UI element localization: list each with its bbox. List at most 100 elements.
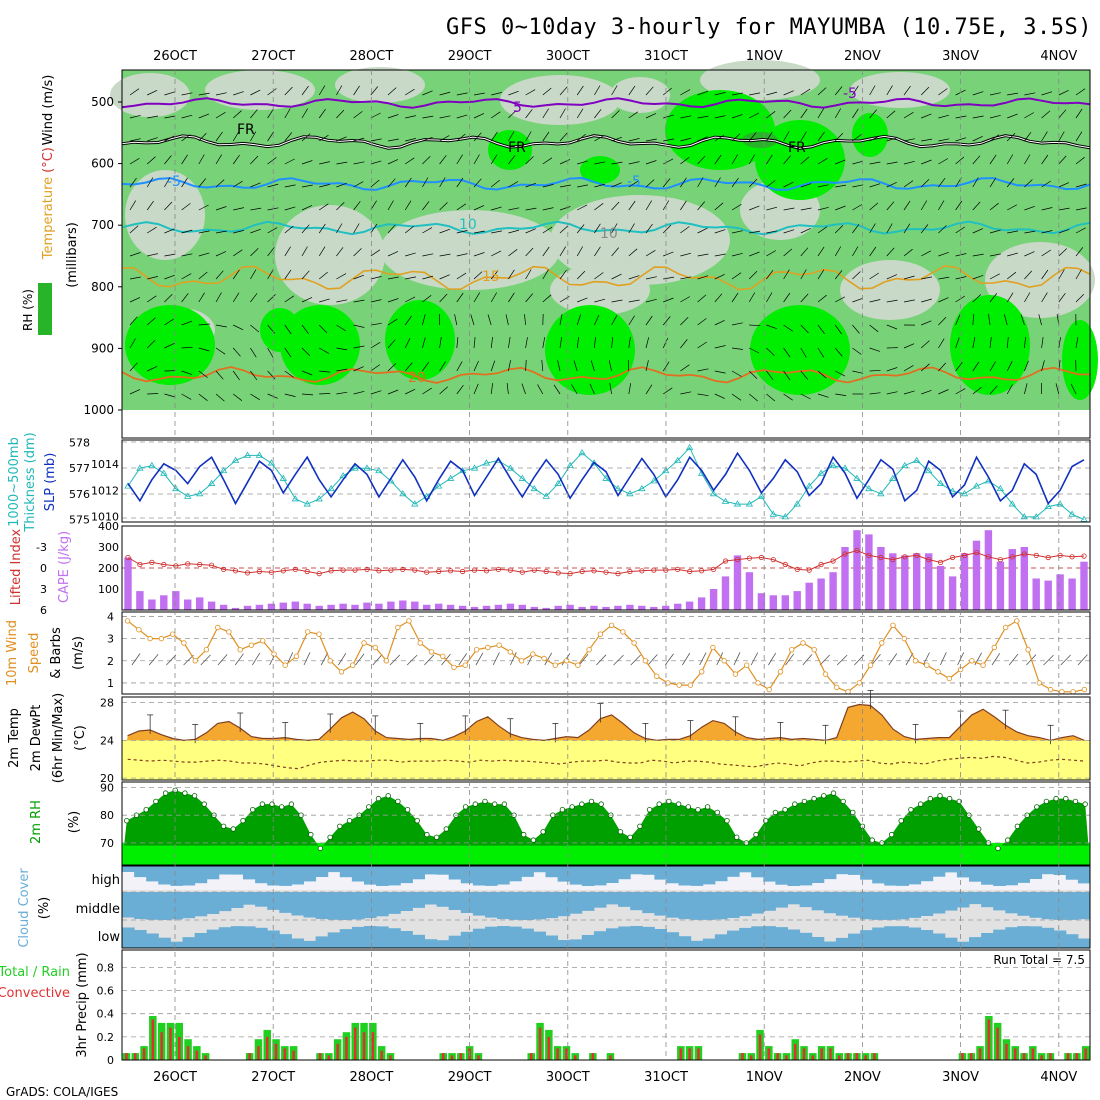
wind-barb xyxy=(370,160,382,165)
wind-barb xyxy=(508,249,518,257)
lifted-index-point xyxy=(125,554,131,561)
lifted-index-point xyxy=(722,558,729,564)
thickness-point xyxy=(996,484,1005,492)
cloud-middle-bar xyxy=(424,892,438,905)
cape-ytick: 200 xyxy=(98,562,119,575)
wind-barb xyxy=(1075,131,1083,142)
rh2m-point xyxy=(143,807,149,813)
wind-barb xyxy=(439,155,447,165)
cape-bar xyxy=(542,607,550,610)
cloud-high-bar xyxy=(1053,866,1067,875)
wind10-point xyxy=(169,631,176,637)
precip-label-total: Total / Rain xyxy=(0,965,70,980)
wind-barb xyxy=(594,183,606,188)
wind-barb xyxy=(628,383,632,395)
wind-barb xyxy=(645,315,653,326)
cloud-low-bar xyxy=(787,929,801,948)
cape-bar xyxy=(972,540,981,610)
rh2m-point xyxy=(521,831,527,838)
cloud-middle-bar xyxy=(412,892,425,908)
wind-barb xyxy=(577,297,588,303)
thickness-point xyxy=(709,490,718,497)
thickness-point xyxy=(793,500,801,507)
wind-barb xyxy=(938,138,950,142)
temp2m-label-1: 2m Temp xyxy=(7,708,22,768)
rh2m-point xyxy=(346,818,353,824)
wind-barb xyxy=(319,393,331,395)
rh2m-point xyxy=(404,807,411,813)
cloud-middle-bar xyxy=(557,892,571,917)
wind10-barb xyxy=(234,653,244,666)
profile-ytick: 800 xyxy=(91,280,114,294)
contour-label: 10 xyxy=(459,217,477,233)
wind10-point xyxy=(1036,680,1042,686)
wind-barb xyxy=(267,227,278,234)
wind-barb xyxy=(336,161,348,165)
wind-barb xyxy=(955,137,967,142)
wind-barb xyxy=(697,294,707,303)
below-surface-mask xyxy=(122,410,1090,438)
wind-barb xyxy=(988,314,991,326)
precip-convective-bar xyxy=(794,1043,797,1060)
rh2m-ytick: 80 xyxy=(100,809,114,822)
lifted-index-point xyxy=(830,558,836,564)
wind-barb xyxy=(903,299,915,303)
wind-barb xyxy=(903,343,915,349)
cape-bar xyxy=(506,603,515,610)
wind-barb xyxy=(473,132,482,142)
cloud-high-bar xyxy=(642,866,655,875)
wind-barb xyxy=(301,324,309,335)
cloud-low-bar xyxy=(702,938,716,948)
wind-barb xyxy=(571,384,578,395)
wind-barb xyxy=(284,132,293,142)
wind-barb xyxy=(680,115,692,119)
wind-barb xyxy=(800,156,810,165)
cape-bar xyxy=(578,606,586,610)
wind-barb xyxy=(577,184,589,188)
wind-barb xyxy=(834,324,842,335)
precip-convective-bar xyxy=(195,1050,199,1060)
wind-barb xyxy=(869,299,881,303)
lifted-index-point xyxy=(495,566,501,573)
wind-barb xyxy=(1041,292,1048,303)
cloud-middle-bar xyxy=(376,892,389,917)
wind-barb xyxy=(232,154,240,165)
wind-barb xyxy=(505,314,509,326)
wind10-point xyxy=(473,647,480,653)
wind-barb xyxy=(422,90,433,96)
cloud-middle-bar xyxy=(1065,892,1079,920)
wind-barb xyxy=(731,177,739,188)
precip-convective-bar xyxy=(354,1027,357,1060)
wind-barb xyxy=(250,347,257,358)
rh-moist-region xyxy=(950,295,1030,395)
wind-barb xyxy=(181,320,193,326)
wind-barb xyxy=(645,298,657,303)
lifted-index-point xyxy=(197,561,203,568)
profile-ytick: 700 xyxy=(91,218,114,232)
wind10-point xyxy=(800,640,806,646)
wind-barb xyxy=(198,292,205,303)
precip-convective-bar xyxy=(442,1053,445,1060)
wind-barb xyxy=(594,135,605,142)
thickness-point xyxy=(1008,500,1017,507)
li-ytick: -3 xyxy=(36,541,47,554)
wind10-barb xyxy=(802,654,813,666)
wind10-point xyxy=(935,669,941,675)
wind-barb xyxy=(1041,110,1051,119)
lifted-index-point xyxy=(1081,553,1087,559)
rh-dry-region xyxy=(850,72,950,108)
wind-barb xyxy=(766,91,778,96)
rh2m-point xyxy=(530,837,537,843)
cloud-middle-bar xyxy=(400,892,413,911)
wind-barb xyxy=(336,247,344,257)
date-label-top: 4NOV xyxy=(1040,49,1077,64)
panel-frame xyxy=(121,949,1091,1061)
rh2m-point xyxy=(317,845,324,852)
wind-barb xyxy=(817,294,827,303)
wind-barb xyxy=(852,160,864,165)
wind-barb xyxy=(439,274,450,280)
wind-barb xyxy=(422,295,432,303)
cloud-middle-bar xyxy=(460,892,474,913)
wind-barb xyxy=(319,370,331,373)
